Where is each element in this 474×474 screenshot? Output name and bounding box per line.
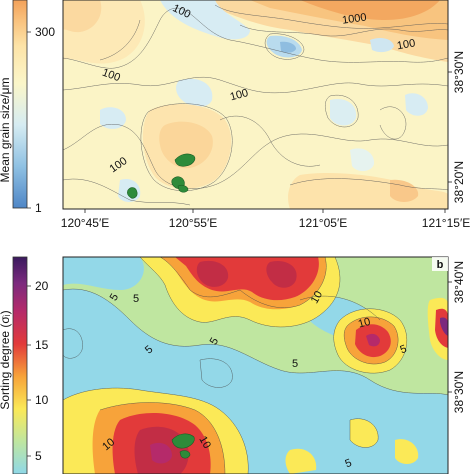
colorbar-a-title: Mean grain size/μm <box>0 78 12 183</box>
colorbar-b-tick: 20 <box>35 279 49 293</box>
contour-label-b: 10 <box>196 434 213 451</box>
contour-label-b: 5 <box>208 336 221 347</box>
island-icon <box>171 433 195 449</box>
colorbar-b-tick: 15 <box>35 338 49 352</box>
panel-b-letter: b <box>437 259 444 271</box>
y-tick-label: 38°30′N <box>452 371 466 413</box>
contours-b <box>63 257 448 474</box>
contour-label-b: 10 <box>357 316 372 331</box>
island-icon <box>177 184 189 193</box>
contour-label-b: 5 <box>108 292 121 303</box>
y-tick-label: 38°30′N <box>452 51 466 93</box>
colorbar-a-tick-300: 300 <box>35 25 55 39</box>
island-icon <box>127 187 138 199</box>
panel-b: 20 15 10 5 Sorting degree (σᵢ) <box>0 256 466 474</box>
colorbar-b-tick: 5 <box>35 449 42 463</box>
colorbar-a-tick-1: 1 <box>35 201 42 215</box>
map-a-frame <box>62 0 449 210</box>
island-icon <box>179 450 191 459</box>
contour-label-b: 5 <box>133 293 139 305</box>
colorbar-a: 300 1 Mean grain size/μm <box>0 0 55 215</box>
contour-label-a: 100 <box>229 87 250 103</box>
x-tick-label: 120°45′E <box>61 216 109 230</box>
map-b: 5 10 5 10 5 5 5 5 10 10 5 <box>63 257 448 474</box>
colorbar-b-tick: 10 <box>35 393 49 407</box>
x-tick-label: 121°15′E <box>422 216 470 230</box>
contour-label-b: 5 <box>344 457 354 470</box>
colorbar-b-title: Sorting degree (σᵢ) <box>0 310 12 409</box>
contour-label-b: 5 <box>292 358 298 370</box>
colorbar-b: 20 15 10 5 Sorting degree (σᵢ) <box>0 256 49 474</box>
colorbar-b-gradient <box>12 256 28 474</box>
islands-a <box>127 153 196 199</box>
contour-label-a: 1000 <box>341 11 367 26</box>
colorbar-a-gradient <box>12 0 28 209</box>
contour-label-a: 100 <box>396 37 416 52</box>
y-tick-label: 38°40′N <box>452 261 466 303</box>
map-b-frame <box>62 256 449 474</box>
island-icon <box>174 153 196 167</box>
y-tick-label: 38°20′N <box>452 161 466 203</box>
x-tick-label: 120°55′E <box>169 216 217 230</box>
x-tick-label: 121°05′E <box>299 216 347 230</box>
islands-b <box>171 433 195 459</box>
map-a: 100 1000 100 100 100 100 <box>63 0 448 209</box>
panel-a: 300 1 Mean grain size/μm <box>0 0 470 230</box>
contour-label-a: 100 <box>100 67 121 85</box>
contour-label-b: 5 <box>399 343 409 356</box>
contour-label-b: 10 <box>309 289 326 306</box>
